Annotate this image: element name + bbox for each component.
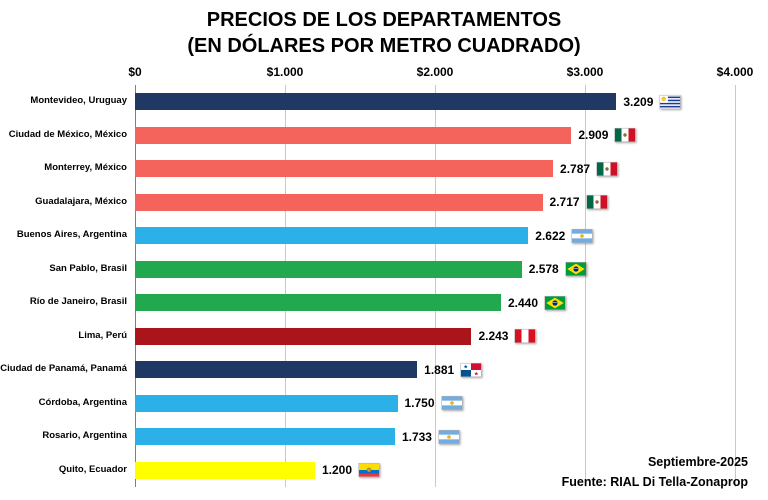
bar bbox=[135, 428, 395, 446]
category-label: Lima, Perú bbox=[78, 329, 127, 341]
bar-row: 2.717 bbox=[135, 185, 735, 219]
gridline bbox=[285, 84, 286, 487]
uruguay-flag-icon bbox=[659, 94, 681, 109]
chart-title: PRECIOS DE LOS DEPARTAMENTOS (EN DÓLARES… bbox=[0, 0, 768, 60]
bar bbox=[135, 361, 418, 379]
x-axis-tick-label: $2.000 bbox=[416, 64, 454, 79]
bar-row: 2.243 bbox=[135, 319, 735, 353]
chart-title-line1: PRECIOS DE LOS DEPARTAMENTOS bbox=[206, 9, 562, 31]
chart-title-line2: (EN DÓLARES POR METRO CUADRADO) bbox=[187, 35, 581, 58]
bar-value-label: 1.750 bbox=[404, 396, 435, 411]
category-label: Córdoba, Argentina bbox=[38, 396, 127, 408]
category-label: Montevideo, Uruguay bbox=[30, 95, 127, 107]
footer-date: Septiembre-2025 bbox=[647, 455, 748, 470]
category-label: Monterrey, México bbox=[44, 162, 127, 174]
bar-value-label: 2.787 bbox=[560, 161, 591, 176]
bar-value-label: 1.200 bbox=[322, 463, 353, 478]
bar-row: 2.622 bbox=[135, 219, 735, 253]
ecuador-flag-icon bbox=[358, 463, 380, 478]
x-axis: $0 $1.000 $2.000 $3.000 $4.000 bbox=[128, 63, 753, 85]
bar bbox=[135, 294, 501, 312]
category-label: Rosario, Argentina bbox=[42, 430, 127, 442]
argentina-flag-icon bbox=[438, 429, 460, 444]
category-label: Guadalajara, México bbox=[35, 195, 127, 207]
plot-area-wrapper: Montevideo, Uruguay Ciudad de México, Méx… bbox=[0, 84, 768, 487]
brazil-flag-icon bbox=[544, 295, 566, 310]
bar bbox=[135, 227, 529, 245]
x-axis-tick-label: $0 bbox=[128, 64, 142, 79]
bar bbox=[135, 260, 522, 278]
mexico-flag-icon bbox=[586, 195, 608, 210]
category-label: San Pablo, Brasil bbox=[49, 262, 127, 274]
category-label: Ciudad de Panamá, Panamá bbox=[0, 363, 127, 375]
argentina-flag-icon bbox=[571, 228, 593, 243]
bar bbox=[135, 327, 472, 345]
x-axis-tick-label: $1.000 bbox=[266, 64, 304, 79]
gridline bbox=[585, 84, 586, 487]
footer-source: Fuente: RIAL Di Tella-Zonaprop bbox=[561, 474, 748, 489]
bar-row: 2.909 bbox=[135, 118, 735, 152]
bar-row: 3.209 bbox=[135, 85, 735, 119]
gridline bbox=[735, 84, 736, 487]
bar-value-label: 2.440 bbox=[508, 295, 539, 310]
bar-row: 2.578 bbox=[135, 252, 735, 286]
chart-footer: Septiembre-2025 Fuente: RIAL Di Tella-Zo… bbox=[562, 453, 748, 492]
category-label: Ciudad de México, México bbox=[8, 128, 127, 140]
bar-row: 1.750 bbox=[135, 386, 735, 420]
bar-value-label: 2.717 bbox=[549, 195, 580, 210]
x-axis-tick-label: $3.000 bbox=[566, 64, 604, 79]
bar-value-label: 2.578 bbox=[528, 262, 559, 277]
panama-flag-icon bbox=[460, 362, 482, 377]
bar bbox=[135, 394, 398, 412]
bar-value-label: 2.243 bbox=[478, 329, 509, 344]
mexico-flag-icon bbox=[596, 161, 618, 176]
bar-row: 2.787 bbox=[135, 152, 735, 186]
bar-row: 1.733 bbox=[135, 420, 735, 454]
bar-value-label: 1.881 bbox=[424, 362, 455, 377]
bar bbox=[135, 461, 315, 479]
peru-flag-icon bbox=[514, 329, 536, 344]
category-label: Quito, Ecuador bbox=[58, 463, 127, 475]
bar bbox=[135, 93, 617, 111]
bar-value-label: 3.209 bbox=[623, 94, 654, 109]
bar-value-label: 1.733 bbox=[401, 429, 432, 444]
bar-row: 1.200 bbox=[135, 453, 735, 487]
mexico-flag-icon bbox=[614, 128, 636, 143]
plot-area: 3.209 2.909 2.787 2.717 2.622 2.578 2.440 2.243… bbox=[135, 84, 736, 487]
bar bbox=[135, 160, 554, 178]
bar-value-label: 2.622 bbox=[535, 228, 566, 243]
bar bbox=[135, 126, 572, 144]
argentina-flag-icon bbox=[441, 396, 463, 411]
category-label: Río de Janeiro, Brasil bbox=[29, 296, 127, 308]
gridline bbox=[435, 84, 436, 487]
bar bbox=[135, 193, 543, 211]
brazil-flag-icon bbox=[565, 262, 587, 277]
category-labels-column: Montevideo, Uruguay Ciudad de México, Méx… bbox=[0, 85, 135, 487]
bar-row: 2.440 bbox=[135, 286, 735, 320]
gridline bbox=[135, 84, 136, 487]
bar-row: 1.881 bbox=[135, 353, 735, 387]
category-label: Buenos Aires, Argentina bbox=[16, 229, 127, 241]
x-axis-tick-label: $4.000 bbox=[716, 64, 754, 79]
bar-value-label: 2.909 bbox=[578, 128, 609, 143]
